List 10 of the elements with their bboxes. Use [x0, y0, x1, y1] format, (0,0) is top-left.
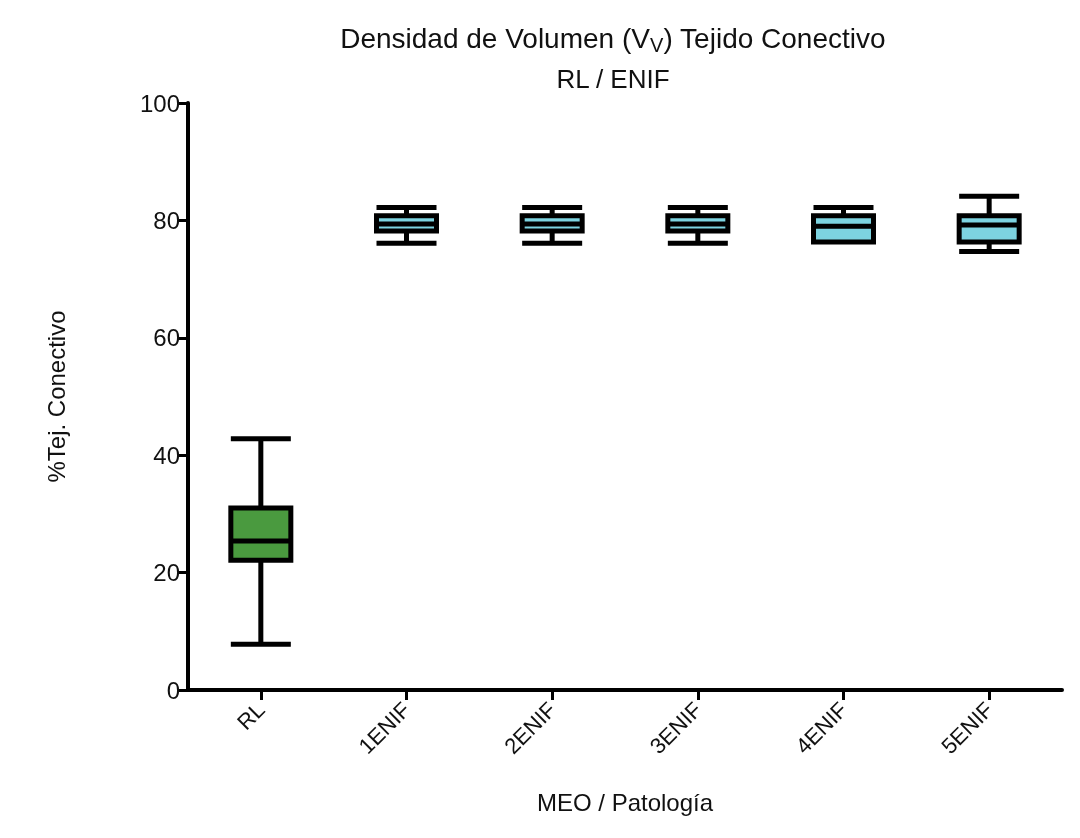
- y-tick-label: 40: [153, 441, 180, 469]
- y-tick-label: 20: [153, 559, 180, 587]
- y-tick-label: 100: [139, 89, 180, 117]
- y-tick-label: 80: [153, 206, 180, 234]
- y-tick-label: 60: [153, 324, 180, 352]
- y-tick-label: 0: [166, 676, 180, 704]
- x-tick-label: RL: [232, 697, 270, 735]
- y-axis-title: %Tej. Conectivo: [42, 310, 70, 483]
- x-axis-title: MEO / Patología: [536, 788, 714, 816]
- chart-subtitle: RL / ENIF: [556, 64, 670, 94]
